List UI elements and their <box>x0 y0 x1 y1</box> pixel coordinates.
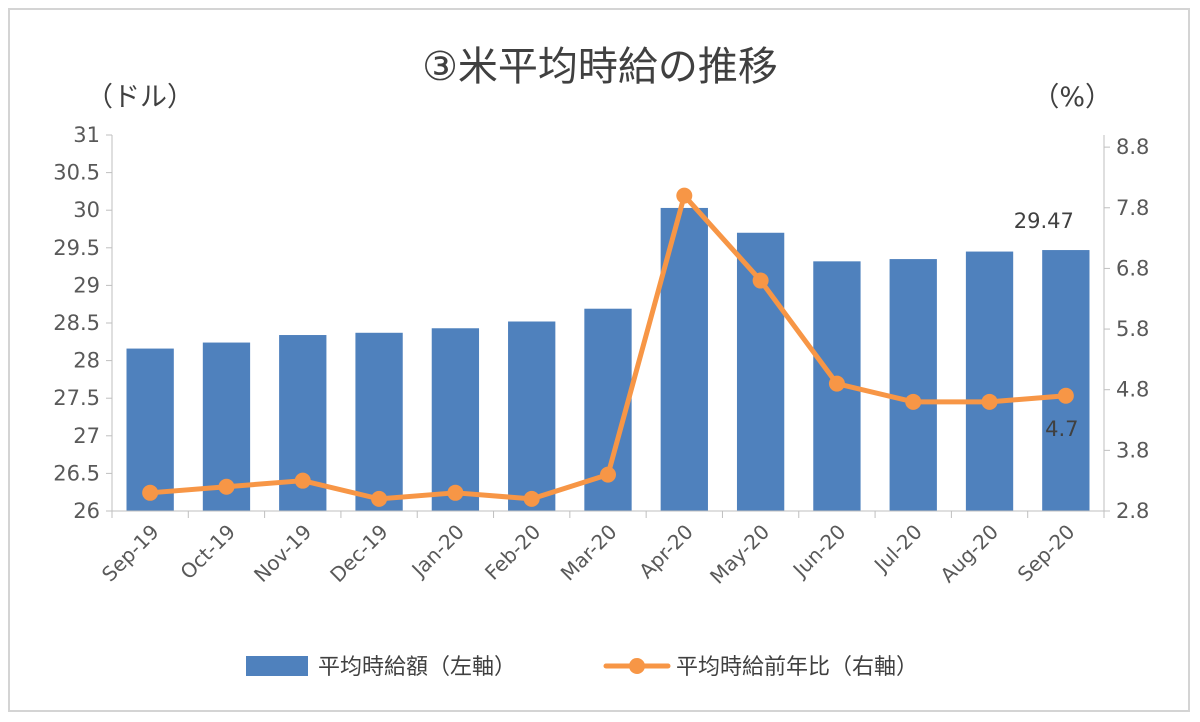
line-point-Jan-20 <box>447 484 464 501</box>
x-tick-label-Nov-19: Nov-19 <box>249 520 316 587</box>
line-point-Sep-20 <box>1057 387 1074 404</box>
line-point-Apr-20 <box>676 187 693 204</box>
legend-bar-swatch <box>246 656 308 676</box>
left-tick-label-29.5: 29.5 <box>53 236 100 260</box>
x-tick-label-Jun-20: Jun-20 <box>787 520 851 584</box>
right-tick-label-3.8: 3.8 <box>1116 438 1149 462</box>
right-tick-label-7.8: 7.8 <box>1116 196 1149 220</box>
x-tick-label-Feb-20: Feb-20 <box>480 520 545 585</box>
left-tick-label-26: 26 <box>73 499 100 523</box>
left-tick-label-27: 27 <box>73 424 100 448</box>
line-point-Sep-19 <box>142 484 159 501</box>
x-tick-label-Sep-20: Sep-20 <box>1013 520 1080 587</box>
line-point-Dec-19 <box>371 490 388 507</box>
bar-Feb-20 <box>508 321 556 511</box>
line-point-Jun-20 <box>828 375 845 392</box>
line-point-Feb-20 <box>523 490 540 507</box>
x-tick-label-Mar-20: Mar-20 <box>556 520 622 586</box>
right-tick-label-6.8: 6.8 <box>1116 256 1149 280</box>
legend-line-marker <box>629 658 645 674</box>
left-tick-label-29: 29 <box>73 273 100 297</box>
bar-Sep-19 <box>126 348 174 511</box>
left-tick-label-27.5: 27.5 <box>53 386 100 410</box>
line-point-Jul-20 <box>905 393 922 410</box>
chart-title: ③米平均時給の推移 <box>422 44 778 90</box>
right-axis-unit: （%） <box>1032 82 1112 113</box>
legend-line-label: 平均時給前年比（右軸） <box>676 655 918 680</box>
x-tick-label-Jul-20: Jul-20 <box>868 520 927 579</box>
left-tick-label-26.5: 26.5 <box>53 461 100 485</box>
line-series-layer <box>142 187 1074 507</box>
left-axis-unit: （ドル） <box>86 82 194 113</box>
line-point-Oct-19 <box>218 478 235 495</box>
left-tick-label-30: 30 <box>73 198 100 222</box>
x-tick-label-Oct-19: Oct-19 <box>175 520 240 585</box>
line-point-Nov-19 <box>294 472 311 489</box>
line-data-label-last: 4.7 <box>1045 417 1078 441</box>
line-point-May-20 <box>752 272 769 289</box>
left-tick-label-31: 31 <box>73 123 100 147</box>
x-tick-label-Jan-20: Jan-20 <box>406 520 469 583</box>
right-tick-label-2.8: 2.8 <box>1116 499 1149 523</box>
bar-data-label-last: 29.47 <box>1014 209 1074 233</box>
legend-bar-label: 平均時給額（左軸） <box>318 655 516 680</box>
left-tick-label-28: 28 <box>73 349 100 373</box>
left-tick-label-28.5: 28.5 <box>53 311 100 335</box>
data-labels-layer: 29.47 4.7 <box>1014 209 1079 441</box>
legend: 平均時給額（左軸） 平均時給前年比（右軸） <box>246 655 918 680</box>
x-tick-label-Sep-19: Sep-19 <box>97 520 164 587</box>
line-point-Mar-20 <box>600 466 616 483</box>
bar-Jan-20 <box>431 328 480 511</box>
x-tick-label-Apr-20: Apr-20 <box>634 520 698 584</box>
x-tick-label-Dec-19: Dec-19 <box>325 520 392 587</box>
left-tick-label-30.5: 30.5 <box>53 161 100 185</box>
bar-Aug-20 <box>965 251 1014 511</box>
bar-Jul-20 <box>889 259 937 511</box>
right-tick-label-5.8: 5.8 <box>1116 317 1149 341</box>
bar-Dec-19 <box>355 332 403 511</box>
x-tick-label-Aug-20: Aug-20 <box>935 520 1003 588</box>
x-tick-label-May-20: May-20 <box>705 520 774 589</box>
bar-Sep-20 <box>1042 250 1090 511</box>
right-tick-label-8.8: 8.8 <box>1116 135 1149 159</box>
line-point-Aug-20 <box>981 393 998 410</box>
right-tick-label-4.8: 4.8 <box>1116 378 1149 402</box>
